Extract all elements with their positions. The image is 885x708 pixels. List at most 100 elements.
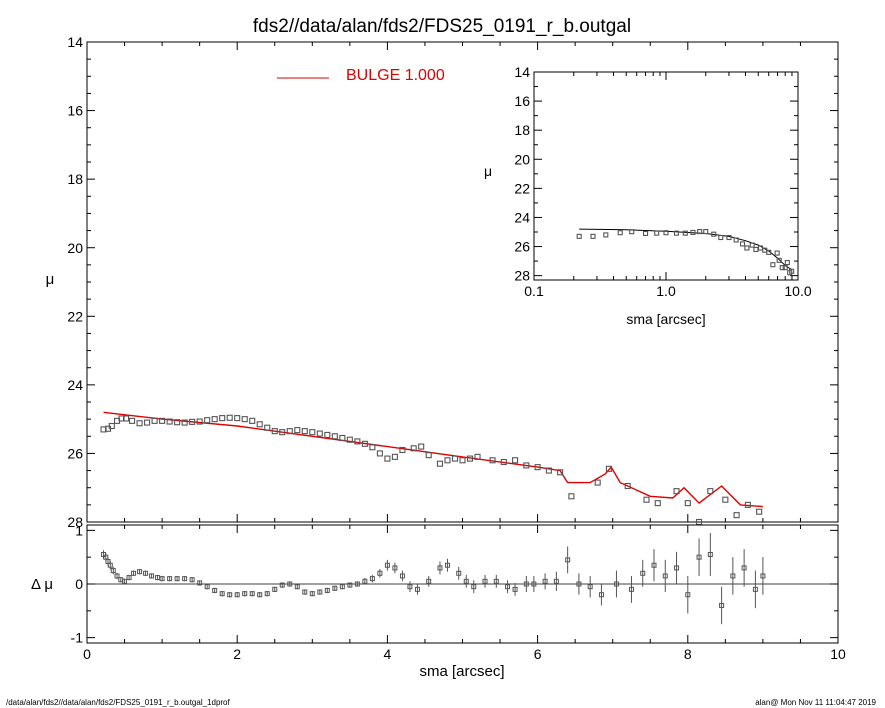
data-point <box>489 457 496 464</box>
residual-point <box>302 589 308 595</box>
residual-point <box>174 576 180 582</box>
residual-point <box>384 562 390 568</box>
residual-point <box>249 591 255 597</box>
data-point <box>557 469 564 476</box>
inset-model-line <box>579 228 793 271</box>
residual-point <box>407 584 413 590</box>
data-point <box>718 234 724 241</box>
data-point <box>753 246 759 253</box>
residual-point <box>613 581 619 587</box>
x-tick-label: 1.0 <box>656 283 676 299</box>
residual-point <box>122 578 128 584</box>
residual-point <box>219 591 225 597</box>
data-point <box>707 488 714 495</box>
residual-point <box>471 584 477 590</box>
data-point <box>776 257 782 263</box>
residual-point <box>227 592 233 598</box>
residual-point <box>437 565 443 571</box>
data-point <box>766 249 772 255</box>
data-point <box>594 479 601 486</box>
data-point <box>654 230 660 236</box>
residual-point <box>242 591 248 597</box>
data-point <box>301 428 308 435</box>
residual-point <box>155 575 161 581</box>
data-point <box>354 438 361 445</box>
data-point <box>590 233 596 239</box>
residual-point <box>279 582 285 588</box>
residual-point <box>204 584 210 590</box>
residual-point <box>126 575 132 581</box>
x-tick-label: 0 <box>83 646 91 662</box>
data-point <box>384 455 391 462</box>
data-point <box>151 417 158 424</box>
data-point <box>474 453 481 460</box>
data-point <box>286 428 293 435</box>
y-tick-label: 24 <box>67 377 83 393</box>
residual-point <box>332 585 338 591</box>
residual-point <box>159 576 165 582</box>
data-point <box>779 265 785 271</box>
data-point <box>603 232 609 238</box>
residual-point <box>463 578 469 584</box>
x-tick-label: 8 <box>684 646 692 662</box>
data-point <box>459 457 466 464</box>
residual-point <box>730 573 736 579</box>
residual-point <box>531 581 537 587</box>
residual-point <box>257 592 263 598</box>
y-tick-label: 16 <box>514 93 530 109</box>
data-point <box>512 457 519 464</box>
data-point <box>294 427 301 434</box>
residual-point <box>309 591 315 597</box>
y-tick-label: -1 <box>71 630 84 646</box>
data-point <box>399 446 406 454</box>
residual-point <box>640 570 646 576</box>
y-tick-label: 16 <box>67 103 83 119</box>
data-point <box>410 445 417 452</box>
residual-point <box>149 573 155 579</box>
data-point <box>204 417 211 424</box>
residual-point <box>377 570 383 576</box>
residual-point <box>628 586 634 592</box>
residual-point <box>339 584 345 590</box>
residual-point <box>426 578 432 584</box>
data-point <box>234 415 241 422</box>
data-point <box>624 482 631 490</box>
residual-point <box>107 562 113 568</box>
residual-point <box>212 587 218 593</box>
data-point <box>159 417 166 424</box>
data-point <box>545 467 552 474</box>
data-point <box>211 416 218 423</box>
x-tick-label: 10.0 <box>784 283 811 299</box>
x-tick-label: 0.1 <box>524 283 544 299</box>
data-point <box>523 462 530 469</box>
data-point <box>189 418 196 425</box>
y-tick-label: 14 <box>67 34 83 50</box>
data-point <box>629 229 635 235</box>
data-point <box>726 234 732 241</box>
data-point <box>271 428 278 435</box>
data-point <box>316 430 323 437</box>
residual-y-label: Δ μ <box>31 576 53 593</box>
data-point <box>451 455 459 462</box>
residual-point <box>493 578 499 584</box>
data-point <box>703 229 709 235</box>
data-point <box>682 230 688 236</box>
data-point <box>711 231 717 237</box>
data-point <box>697 229 703 235</box>
data-point <box>617 230 623 236</box>
main-y-label: μ <box>46 271 55 288</box>
inset-x-label: sma [arcsec] <box>626 311 705 327</box>
y-tick-label: 20 <box>67 240 83 256</box>
residual-point <box>505 584 511 590</box>
residual-point <box>512 586 518 592</box>
residual-point <box>662 573 668 579</box>
residual-point <box>707 552 713 557</box>
residual-point <box>741 565 747 571</box>
residual-point <box>674 565 680 571</box>
y-tick-label: 1 <box>75 522 83 538</box>
residual-x-label: sma [arcsec] <box>419 663 504 680</box>
data-point <box>391 453 398 460</box>
data-point <box>174 419 181 426</box>
y-tick-label: 18 <box>67 171 83 187</box>
residual-point <box>444 562 450 568</box>
